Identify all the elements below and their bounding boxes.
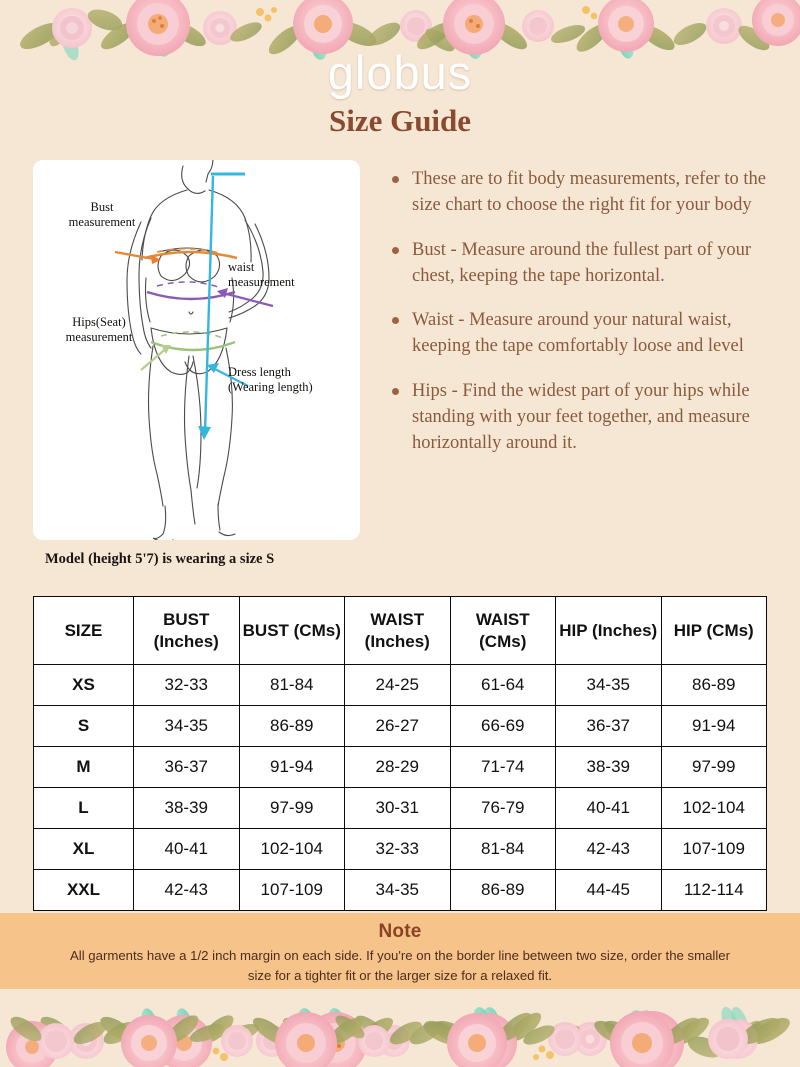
bust-measure-line xyxy=(114,247,238,264)
table-row: XL 40-41 102-104 32-33 81-84 42-43 107-1… xyxy=(33,828,767,870)
cell-size: M xyxy=(33,746,134,788)
cell-hip-inches: 34-35 xyxy=(555,664,662,706)
column-header-waist-inches: WAIST (Inches) xyxy=(344,596,451,665)
bullet-text: Hips - Find the widest part of your hips… xyxy=(412,380,750,454)
cell-hip-inches: 40-41 xyxy=(555,787,662,829)
note-section: Note All garments have a 1/2 inch margin… xyxy=(0,913,800,989)
cell-size: XL xyxy=(33,828,134,870)
main-content: Bust measurement waist measurement Hips(… xyxy=(33,160,767,540)
cell-bust-inches: 32-33 xyxy=(133,664,240,706)
size-chart-table: SIZE BUST (Inches) BUST (CMs) WAIST (Inc… xyxy=(33,596,767,911)
cell-size: L xyxy=(33,787,134,829)
column-header-hip-cms: HIP (CMs) xyxy=(660,596,767,665)
cell-bust-inches: 38-39 xyxy=(133,787,240,829)
bullet-dot-icon xyxy=(392,317,399,325)
page-title: Size Guide xyxy=(328,103,472,139)
cell-hip-inches: 38-39 xyxy=(555,746,662,788)
dress-length-line xyxy=(198,172,249,440)
cell-waist-cms: 76-79 xyxy=(449,787,556,829)
cell-bust-inches: 36-37 xyxy=(133,746,240,788)
list-item: Hips - Find the widest part of your hips… xyxy=(392,378,767,457)
cell-waist-inches: 28-29 xyxy=(344,746,451,788)
bullet-text: Bust - Measure around the fullest part o… xyxy=(412,239,752,286)
table-row: M 36-37 91-94 28-29 71-74 38-39 97-99 xyxy=(33,746,767,788)
cell-waist-inches: 30-31 xyxy=(344,787,451,829)
cell-bust-cms: 86-89 xyxy=(238,705,345,747)
cell-waist-inches: 24-25 xyxy=(344,664,451,706)
label-hips-measurement: Hips(Seat) measurement xyxy=(65,315,133,344)
cell-waist-cms: 81-84 xyxy=(449,828,556,870)
label-dress-length: Dress length (Wearing length) xyxy=(228,365,313,394)
cell-hip-cms: 102-104 xyxy=(660,787,767,829)
column-header-bust-inches: BUST (Inches) xyxy=(133,596,240,665)
floral-bottom-svg xyxy=(6,1004,794,1067)
table-row: XXL 42-43 107-109 34-35 86-89 44-45 112-… xyxy=(33,869,767,911)
column-header-bust-cms: BUST (CMs) xyxy=(238,596,345,665)
cell-size: XS xyxy=(33,664,134,706)
cell-bust-cms: 107-109 xyxy=(238,869,345,911)
note-title: Note xyxy=(378,921,422,942)
list-item: These are to fit body measurements, refe… xyxy=(392,166,767,219)
list-item: Bust - Measure around the fullest part o… xyxy=(392,237,767,290)
cell-waist-cms: 86-89 xyxy=(449,869,556,911)
model-caption: Model (height 5'7) is wearing a size S xyxy=(45,551,275,567)
waist-measure-line xyxy=(146,281,274,308)
note-body: All garments have a 1/2 inch margin on e… xyxy=(69,948,731,983)
bullet-text: Waist - Measure around your natural wais… xyxy=(412,310,744,357)
cell-hip-inches: 44-45 xyxy=(555,869,662,911)
bullet-dot-icon xyxy=(392,176,399,183)
cell-waist-inches: 34-35 xyxy=(344,869,451,911)
column-header-hip-inches: HIP (Inches) xyxy=(555,596,662,665)
bullet-dot-icon xyxy=(392,387,399,395)
table-row: XS 32-33 81-84 24-25 61-64 34-35 86-89 xyxy=(33,664,767,706)
cell-size: S xyxy=(33,705,134,747)
cell-waist-cms: 66-69 xyxy=(449,705,556,747)
cell-hip-cms: 86-89 xyxy=(660,664,767,706)
cell-bust-inches: 34-35 xyxy=(133,705,240,747)
bullet-dot-icon xyxy=(392,246,399,254)
cell-waist-cms: 61-64 xyxy=(449,664,556,706)
measurement-instructions-list: These are to fit body measurements, refe… xyxy=(392,160,767,474)
cell-bust-inches: 42-43 xyxy=(133,869,240,911)
cell-hip-cms: 112-114 xyxy=(660,869,767,911)
body-measurement-diagram: Bust measurement waist measurement Hips(… xyxy=(33,160,360,540)
cell-hip-inches: 42-43 xyxy=(555,828,662,870)
cell-bust-cms: 97-99 xyxy=(238,787,345,829)
cell-size: XXL xyxy=(33,869,134,911)
size-table: SIZE BUST (Inches) BUST (CMs) WAIST (Inc… xyxy=(33,596,767,911)
page-header: globus Size Guide xyxy=(0,48,800,139)
cell-bust-cms: 102-104 xyxy=(238,828,345,870)
label-waist-measurement: waist measurement xyxy=(228,260,295,289)
list-item: Waist - Measure around your natural wais… xyxy=(392,307,767,360)
bullet-text: These are to fit body measurements, refe… xyxy=(412,169,766,216)
cell-hip-inches: 36-37 xyxy=(555,705,662,747)
table-row: L 38-39 97-99 30-31 76-79 40-41 102-104 xyxy=(33,787,767,829)
hips-measure-line xyxy=(140,331,236,371)
cell-bust-cms: 91-94 xyxy=(238,746,345,788)
label-bust-measurement: Bust measurement xyxy=(68,200,136,229)
floral-border-bottom xyxy=(0,997,800,1067)
cell-waist-inches: 32-33 xyxy=(344,828,451,870)
cell-hip-cms: 91-94 xyxy=(660,705,767,747)
body-figure-svg xyxy=(114,160,274,540)
cell-hip-cms: 107-109 xyxy=(660,828,767,870)
column-header-size: SIZE xyxy=(33,596,134,665)
brand-logo: globus xyxy=(327,46,473,99)
cell-hip-cms: 97-99 xyxy=(660,746,767,788)
column-header-waist-cms: WAIST (CMs) xyxy=(449,596,556,665)
table-header-row: SIZE BUST (Inches) BUST (CMs) WAIST (Inc… xyxy=(33,596,767,665)
table-row: S 34-35 86-89 26-27 66-69 36-37 91-94 xyxy=(33,705,767,747)
cell-waist-cms: 71-74 xyxy=(449,746,556,788)
cell-waist-inches: 26-27 xyxy=(344,705,451,747)
cell-bust-inches: 40-41 xyxy=(133,828,240,870)
cell-bust-cms: 81-84 xyxy=(238,664,345,706)
